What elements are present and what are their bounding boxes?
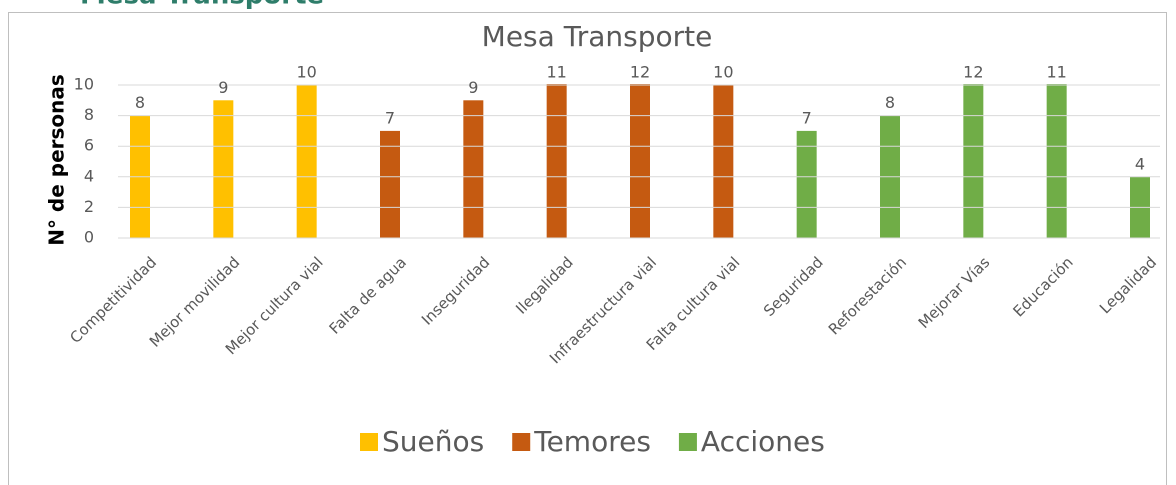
legend-label: Temores xyxy=(533,425,651,458)
y-tick-label: 4 xyxy=(84,166,94,185)
bar xyxy=(713,85,734,238)
y-tick-label: 10 xyxy=(74,75,94,94)
data-label: 10 xyxy=(713,63,733,82)
legend-swatch xyxy=(360,433,378,451)
legend-swatch xyxy=(678,433,697,451)
bar xyxy=(546,84,567,238)
legend-label: Sueños xyxy=(382,425,484,458)
data-label: 8 xyxy=(885,93,895,112)
data-label: 11 xyxy=(1046,63,1066,82)
bar xyxy=(796,130,817,238)
data-label: 12 xyxy=(963,63,983,82)
data-label: 11 xyxy=(546,63,566,82)
data-label: 4 xyxy=(1135,154,1145,173)
y-tick-label: 6 xyxy=(84,136,94,155)
data-label: 8 xyxy=(135,93,145,112)
legend-swatch xyxy=(512,433,531,451)
bar xyxy=(213,100,234,238)
bar xyxy=(463,100,484,238)
data-label: 9 xyxy=(218,78,228,97)
bar xyxy=(963,84,984,239)
data-label: 7 xyxy=(385,108,395,127)
data-label: 7 xyxy=(802,108,812,127)
y-axis-label: N° de personas xyxy=(45,74,69,246)
data-label: 10 xyxy=(296,63,316,82)
legend-label: Acciones xyxy=(701,425,825,458)
y-tick-label: 8 xyxy=(84,105,94,124)
bar xyxy=(380,130,400,238)
y-tick-label: 0 xyxy=(84,228,94,247)
section-heading: Mesa Transporte xyxy=(80,0,324,11)
bar xyxy=(630,84,650,239)
data-label: 12 xyxy=(630,63,650,82)
y-tick-label: 2 xyxy=(84,197,94,216)
bar xyxy=(296,85,317,238)
chart-frame xyxy=(8,12,1167,485)
chart-title: Mesa Transporte xyxy=(482,20,713,53)
data-label: 9 xyxy=(468,78,478,97)
bar xyxy=(1046,84,1067,238)
